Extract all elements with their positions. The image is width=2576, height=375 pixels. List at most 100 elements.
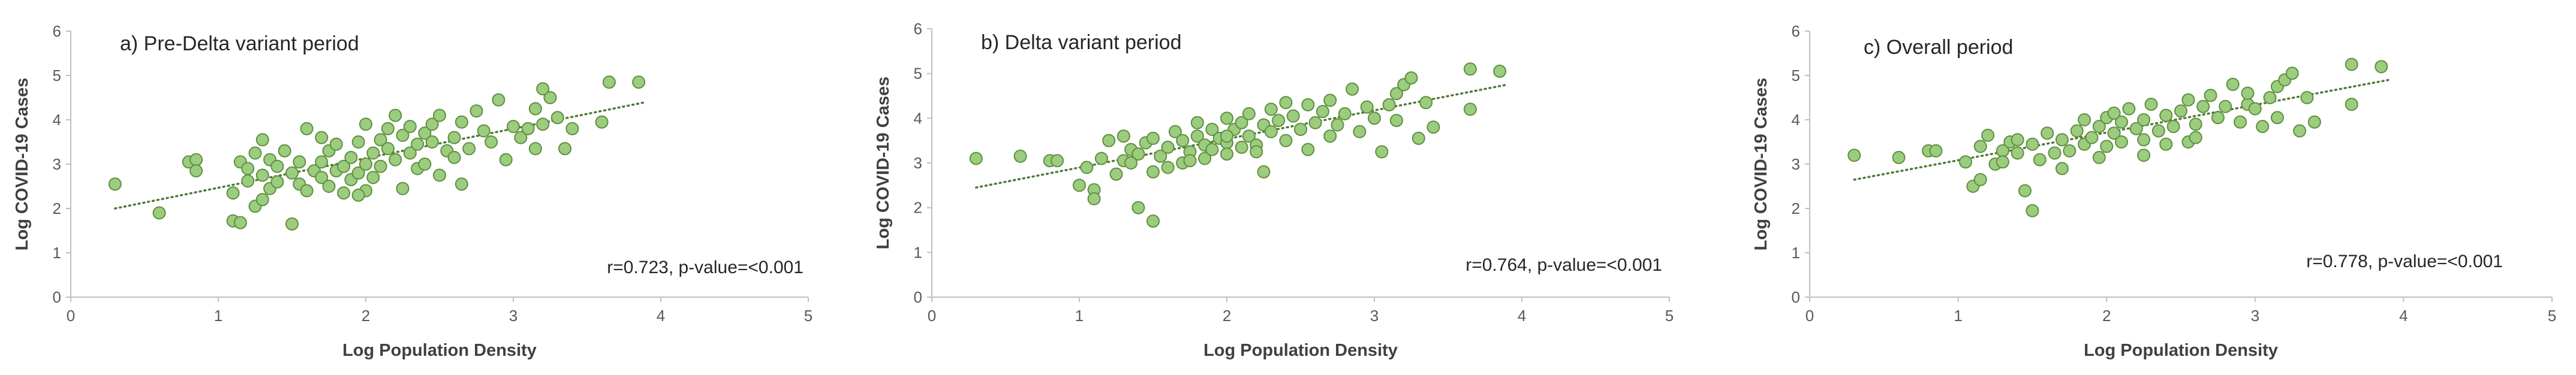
y-tick-label: 3 [53,155,61,173]
data-point [233,216,247,229]
data-point [1013,149,1027,163]
y-tick-label: 4 [914,109,922,127]
data-point [2033,153,2047,167]
data-point [300,122,314,135]
data-point [1073,179,1086,192]
x-tick-label: 0 [67,307,75,325]
data-point [1368,111,1381,125]
data-point [1102,134,1116,147]
data-point [396,182,410,195]
data-point [2285,66,2299,80]
data-point [2026,137,2039,151]
data-point [351,188,365,202]
data-point [455,115,468,129]
x-tick-label: 3 [509,307,517,325]
x-axis-title: Log Population Density [342,341,537,360]
data-point [1353,125,1367,138]
data-point [2181,93,2195,107]
data-point [1981,128,1995,142]
data-point [226,186,240,200]
data-point [1463,102,1477,116]
data-point [1973,173,1987,186]
x-tick-label: 3 [2251,307,2259,325]
data-point [1308,116,1322,129]
data-point [2307,115,2321,129]
data-point [322,180,336,193]
x-tick-label: 1 [1075,307,1084,325]
data-point [337,159,351,173]
data-point [543,91,557,104]
data-point [2129,122,2143,135]
data-point [389,108,402,122]
data-point [2174,104,2187,118]
data-point [1124,156,1138,170]
data-point [403,146,417,160]
chart-panel-a: 0 1 2 3 4 5 6 0 1 2 3 4 5 Log Population Density Log C… [0,0,859,375]
data-point [1958,155,1972,169]
data-point [1131,201,1145,214]
data-point [1205,123,1219,136]
data-point [1161,161,1175,174]
data-point [255,133,269,147]
data-point [550,111,564,125]
x-tick-label: 0 [928,307,936,325]
data-point [2137,133,2151,147]
data-point [1316,105,1329,119]
data-point [433,108,446,122]
data-point [1242,107,1256,120]
data-point [255,168,269,182]
data-point [1323,93,1337,107]
data-point [2345,58,2358,71]
data-point [1154,149,1167,163]
data-point [315,171,329,185]
data-point [248,146,262,160]
y-tick-label: 0 [1792,288,1800,306]
data-point [1892,150,1906,164]
data-point [1346,82,1359,96]
data-point [374,133,387,147]
data-point [337,186,351,200]
data-point [2144,98,2158,111]
data-point [2041,126,2054,140]
data-point [1087,192,1101,205]
data-point [1235,116,1248,129]
data-point [366,171,380,185]
data-point [1168,125,1182,138]
data-point [2018,184,2032,198]
x-axis-title: Log Population Density [1203,341,1398,360]
data-point [521,122,535,135]
y-tick-label: 1 [53,244,61,262]
data-point [1404,71,1418,85]
data-point [2189,131,2202,144]
y-axis-title: Log COVID-19 Cases [874,77,893,249]
data-point [565,122,579,135]
data-point [1094,152,1108,165]
correlation-annotation: r=0.723, p-value=<0.001 [607,258,804,277]
data-point [558,142,572,156]
data-point [2234,115,2247,129]
data-point [396,128,410,142]
data-point [1220,129,1233,143]
data-point [366,146,380,160]
y-tick-label: 3 [914,154,922,172]
data-point [1242,129,1256,143]
data-point [1382,98,1396,111]
data-point [470,104,483,118]
data-point [2137,149,2151,162]
data-point [1279,96,1293,110]
x-tick-label: 4 [1518,307,1526,325]
data-point [1257,165,1271,179]
data-point [1109,167,1123,181]
data-point [2204,89,2217,102]
data-point [2137,113,2151,126]
data-point [1929,144,1943,158]
x-tick-label: 3 [1370,307,1379,325]
x-tick-label: 2 [1223,307,1231,325]
data-point [1279,134,1293,147]
data-point [189,153,203,167]
x-tick-label: 5 [2548,307,2556,325]
data-point [359,117,372,131]
panel-title: b) Delta variant period [981,31,1182,54]
data-point [1973,140,1987,153]
y-tick-label: 0 [914,288,922,306]
